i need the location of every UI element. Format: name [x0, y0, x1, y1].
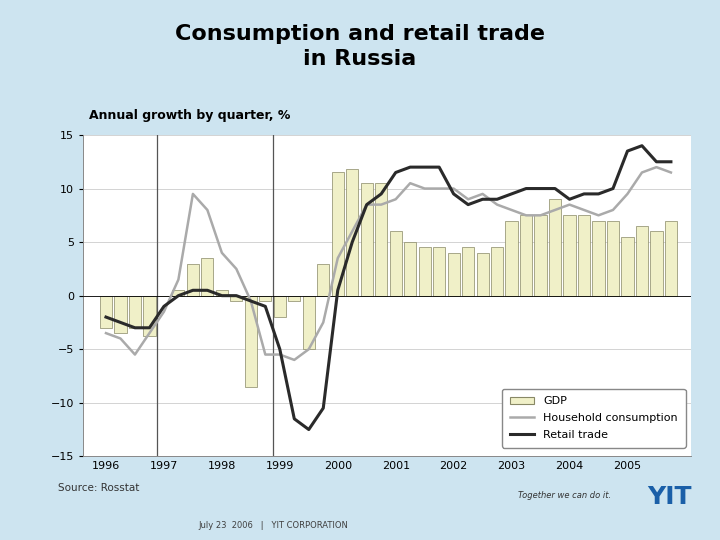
Bar	[607, 221, 619, 295]
Text: July 23  2006   |   YIT CORPORATION: July 23 2006 | YIT CORPORATION	[199, 521, 348, 530]
Bar	[346, 169, 359, 295]
Bar	[621, 237, 634, 295]
Bar	[361, 183, 373, 295]
Bar	[245, 295, 257, 387]
Bar	[332, 172, 344, 295]
Bar	[534, 215, 546, 295]
Bar	[172, 291, 184, 295]
Bar	[578, 215, 590, 295]
Bar	[404, 242, 416, 295]
Bar	[216, 291, 228, 295]
Bar	[375, 183, 387, 295]
Bar	[564, 215, 575, 295]
Bar	[143, 295, 156, 336]
Bar	[418, 247, 431, 295]
Text: YIT: YIT	[647, 485, 692, 509]
Bar	[302, 295, 315, 349]
Text: Source: Rosstat: Source: Rosstat	[58, 483, 139, 494]
Bar	[549, 199, 561, 295]
Bar	[230, 295, 243, 301]
Bar	[636, 226, 648, 295]
Bar	[186, 264, 199, 295]
Bar	[520, 215, 532, 295]
Legend: GDP, Household consumption, Retail trade: GDP, Household consumption, Retail trade	[502, 389, 685, 448]
Bar	[390, 231, 402, 295]
Bar	[274, 295, 286, 317]
Bar	[448, 253, 459, 295]
Bar	[100, 295, 112, 328]
Bar	[462, 247, 474, 295]
Text: Annual growth by quarter, %: Annual growth by quarter, %	[89, 109, 290, 122]
Bar	[650, 231, 662, 295]
Bar	[505, 221, 518, 295]
Bar	[259, 295, 271, 301]
Text: Consumption and retail trade
in Russia: Consumption and retail trade in Russia	[175, 24, 545, 69]
Bar	[433, 247, 445, 295]
Bar	[593, 221, 605, 295]
Text: Together we can do it.: Together we can do it.	[518, 491, 611, 500]
Bar	[288, 295, 300, 301]
Bar	[477, 253, 489, 295]
Bar	[318, 264, 329, 295]
Bar	[129, 295, 141, 328]
Bar	[665, 221, 677, 295]
Bar	[114, 295, 127, 333]
Bar	[202, 258, 213, 295]
Bar	[491, 247, 503, 295]
